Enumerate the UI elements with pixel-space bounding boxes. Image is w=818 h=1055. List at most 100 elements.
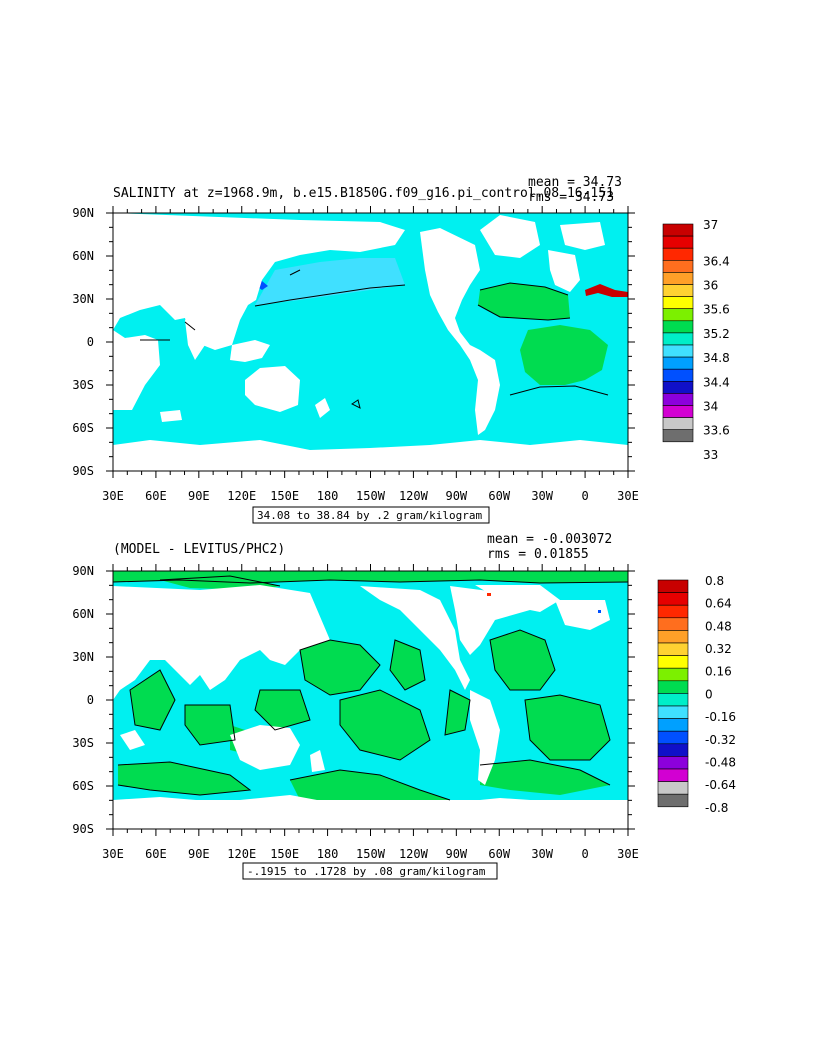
x-tick-label: 0 — [581, 489, 588, 503]
y-tick-label: 30N — [72, 292, 94, 306]
colorbar-swatch — [662, 259, 694, 273]
colorbar-swatch — [662, 320, 694, 334]
contour-info-box — [242, 862, 498, 880]
colorbar-swatch — [657, 579, 689, 593]
colorbar-label: 34.4 — [703, 375, 730, 389]
colorbar-label: 35.2 — [703, 327, 730, 341]
colorbar-swatch — [657, 793, 689, 808]
x-tick-label: 120W — [399, 847, 429, 861]
x-tick-labels: 30E 60E 90E 120E 150E 180 150W 120W 90W 60W 30W 0 30… — [102, 489, 639, 503]
colorbar-label: -0.48 — [705, 755, 736, 769]
x-tick-label: 60W — [488, 847, 510, 861]
rms-label: rms = 0.01855 — [487, 547, 589, 562]
contour-info-box — [252, 506, 490, 524]
colorbar-swatch — [662, 356, 694, 370]
x-tick-labels: 30E 60E 90E 120E 150E 180 150W 120W 90W 60W 30W 0 30… — [102, 847, 639, 861]
x-tick-label: 30E — [102, 847, 124, 861]
colorbar-swatch — [657, 630, 689, 644]
x-tick-label: 150W — [356, 847, 386, 861]
colorbar-swatch — [662, 405, 694, 418]
y-tick-label: 30S — [72, 736, 94, 750]
difference-panel: (MODEL - LEVITUS/PHC2) mean = -0.003072 … — [72, 532, 736, 880]
north-pacific-patch — [255, 258, 405, 305]
colorbar-swatch — [662, 368, 694, 382]
colorbar-swatch — [657, 730, 689, 745]
land-masses — [113, 585, 628, 829]
x-tick-label: 120E — [227, 489, 256, 503]
south-atlantic-patch — [520, 325, 608, 385]
colorbar-swatch — [657, 781, 689, 795]
x-tick-label: 150W — [356, 489, 386, 503]
y-tick-label: 30S — [72, 378, 94, 392]
chart-title: (MODEL - LEVITUS/PHC2) — [113, 542, 285, 557]
colorbar-swatch — [662, 417, 694, 431]
y-tick-label: 0 — [87, 693, 94, 707]
y-tick-label: 60N — [72, 607, 94, 621]
colorbar: 37 36.4 36 35.6 35.2 34.8 34.4 34 33.6 33 — [662, 218, 730, 462]
mean-label: mean = 34.73 — [528, 175, 622, 190]
colorbar-swatch — [657, 705, 689, 719]
x-tick-label: 180 — [317, 489, 339, 503]
x-tick-label: 30E — [102, 489, 124, 503]
salinity-map — [113, 213, 628, 471]
x-tick-label: 120W — [399, 489, 429, 503]
colorbar-label: -0.16 — [705, 710, 736, 724]
y-tick-label: 90N — [72, 206, 94, 220]
colorbar-label: 36 — [703, 279, 718, 293]
y-tick-label: 90S — [72, 464, 94, 478]
colorbar-swatch — [657, 693, 689, 707]
x-tick-label: 90W — [445, 489, 467, 503]
y-tick-label: 30N — [72, 650, 94, 664]
difference-map — [113, 571, 628, 829]
y-tick-label: 60S — [72, 779, 94, 793]
x-tick-label: 150E — [270, 847, 299, 861]
colorbar-swatch — [662, 380, 694, 394]
colorbar-swatch — [662, 247, 694, 261]
mediterranean-patch — [585, 284, 628, 297]
y-tick-label: 60N — [72, 249, 94, 263]
y-tick-label: 90S — [72, 822, 94, 836]
colorbar-swatch — [662, 272, 694, 285]
north-atlantic-patch — [478, 283, 570, 320]
colorbar-swatch — [662, 296, 694, 310]
x-tick-label: 90W — [445, 847, 467, 861]
colorbar-label: 0.32 — [705, 642, 732, 656]
colorbar-swatch — [657, 667, 689, 682]
colorbar-label: 0 — [705, 687, 713, 701]
colorbar-swatch — [657, 743, 689, 757]
colorbar-swatch — [657, 768, 689, 782]
x-tick-label: 30E — [617, 847, 639, 861]
y-tick-labels: 90N 60N 30N 0 30S 60S 90S — [72, 206, 94, 478]
colorbar-label: -0.64 — [705, 778, 736, 792]
contour-info: -.1915 to .1728 by .08 gram/kilogram — [247, 865, 486, 878]
colorbar-swatch — [662, 344, 694, 358]
chart-title: SALINITY at z=1968.9m, b.e15.B1850G.f09_… — [113, 186, 614, 201]
colorbar-swatch — [657, 642, 689, 656]
colorbar-label: 36.4 — [703, 254, 730, 268]
x-tick-label: 120E — [227, 847, 256, 861]
colorbar-label: 0.48 — [705, 619, 732, 633]
x-tick-label: 150E — [270, 489, 299, 503]
colorbar-label: 33 — [703, 448, 718, 462]
colorbar-label: 37 — [703, 218, 718, 232]
positive-anomaly-patches — [113, 571, 628, 810]
x-tick-label: 90E — [188, 847, 210, 861]
x-tick-label: 60W — [488, 489, 510, 503]
salinity-panel: SALINITY at z=1968.9m, b.e15.B1850G.f09_… — [72, 175, 730, 524]
colorbar-label: 0.64 — [705, 597, 732, 611]
mean-label: mean = -0.003072 — [487, 532, 612, 547]
colorbar-swatch — [657, 592, 689, 606]
x-tick-label: 60E — [145, 847, 167, 861]
contour-info: 34.08 to 38.84 by .2 gram/kilogram — [257, 509, 483, 522]
axis-ticks — [106, 206, 635, 478]
colorbar-swatch — [662, 429, 694, 443]
x-tick-label: 30W — [531, 489, 553, 503]
x-tick-label: 90E — [188, 489, 210, 503]
contour-lines — [113, 575, 628, 801]
y-tick-label: 60S — [72, 421, 94, 435]
x-tick-label: 0 — [581, 847, 588, 861]
x-tick-label: 180 — [317, 847, 339, 861]
x-tick-label: 30E — [617, 489, 639, 503]
y-tick-labels: 90N 60N 30N 0 30S 60S 90S — [72, 564, 94, 836]
